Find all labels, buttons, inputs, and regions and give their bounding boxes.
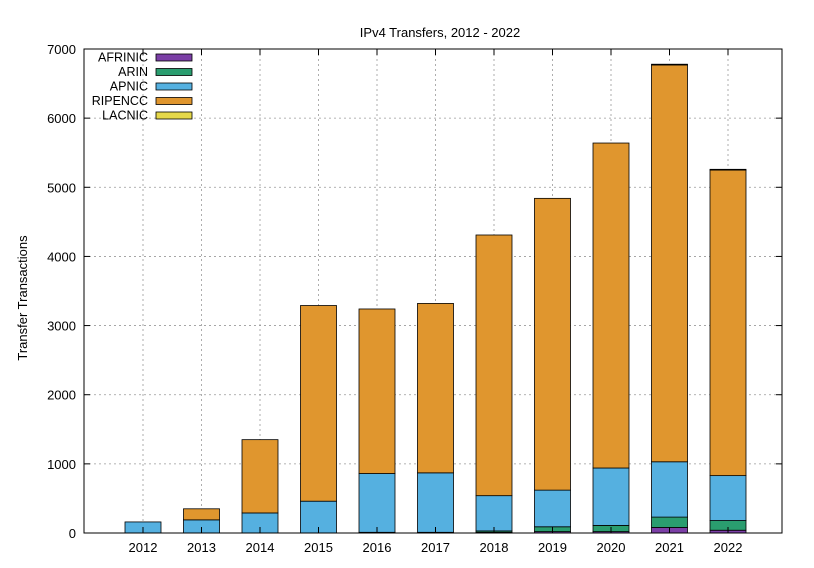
y-tick-label: 1000 [47,457,76,472]
bar-segment-ripencc-2018 [475,234,513,497]
bar-segment-apnic-2022 [709,475,747,521]
y-tick-label: 0 [69,526,76,541]
legend-label-afrinic: AFRINIC [98,51,148,65]
x-tick-label: 2020 [597,540,626,555]
legend-swatch-arin [155,68,193,76]
legend-swatch-lacnic [155,111,193,120]
y-tick-label: 6000 [47,111,76,126]
bar-segment-apnic-2021 [651,461,688,518]
x-tick-label: 2013 [187,540,216,555]
y-tick-label: 2000 [47,388,76,403]
y-axis-ticks: 0 1000 2000 3000 4000 5000 6000 7000 [47,42,782,541]
bar-segment-apnic-2016 [358,473,396,533]
y-tick-label: 7000 [47,42,76,57]
x-tick-label: 2022 [714,540,743,555]
plot-frame [83,48,783,534]
legend-swatch-apnic [155,82,193,91]
bar-segment-ripencc-2017 [417,303,454,474]
y-tick-label: 4000 [47,249,76,264]
x-tick-label: 2012 [129,540,158,555]
legend-swatch-afrinic [155,53,193,62]
bar-segment-ripencc-2020 [592,142,630,469]
bar-segment-lacnic-2021 [651,63,688,66]
x-tick-label: 2015 [304,540,333,555]
x-tick-label: 2014 [246,540,275,555]
x-axis-ticks: 2012 2013 2014 2015 2016 2017 2018 2019 2020 2021… [129,49,743,555]
bar-segment-apnic-2017 [417,472,454,533]
bar-segment-apnic-2020 [592,467,630,526]
y-axis-label: Transfer Transactions [15,235,30,361]
legend-swatch-ripencc [155,97,193,105]
legend-label-apnic: APNIC [110,80,148,94]
bar-segment-ripencc-2021 [651,64,688,463]
bar-segment-ripencc-2014 [241,439,279,514]
bar-segment-ripencc-2015 [300,305,337,502]
bar-segment-lacnic-2022 [709,168,747,171]
bar-segment-ripencc-2013 [183,508,220,521]
bar-segment-apnic-2019 [534,489,571,528]
bar-segment-ripencc-2016 [358,308,396,474]
bars [124,63,747,534]
legend-label-lacnic: LACNIC [102,109,148,123]
y-tick-label: 3000 [47,319,76,334]
bar-segment-apnic-2018 [475,495,513,532]
x-tick-label: 2021 [655,540,684,555]
x-tick-label: 2016 [363,540,392,555]
bar-segment-ripencc-2019 [534,197,571,491]
x-tick-label: 2019 [538,540,567,555]
legend-label-ripencc: RIPENCC [92,94,148,108]
chart-title: IPv4 Transfers, 2012 - 2022 [360,25,520,40]
x-tick-label: 2018 [480,540,509,555]
bar-segment-arin-2021 [651,516,688,528]
bar-segment-ripencc-2022 [709,169,747,477]
x-tick-label: 2017 [421,540,450,555]
y-tick-label: 5000 [47,180,76,195]
legend-label-arin: ARIN [118,65,148,79]
